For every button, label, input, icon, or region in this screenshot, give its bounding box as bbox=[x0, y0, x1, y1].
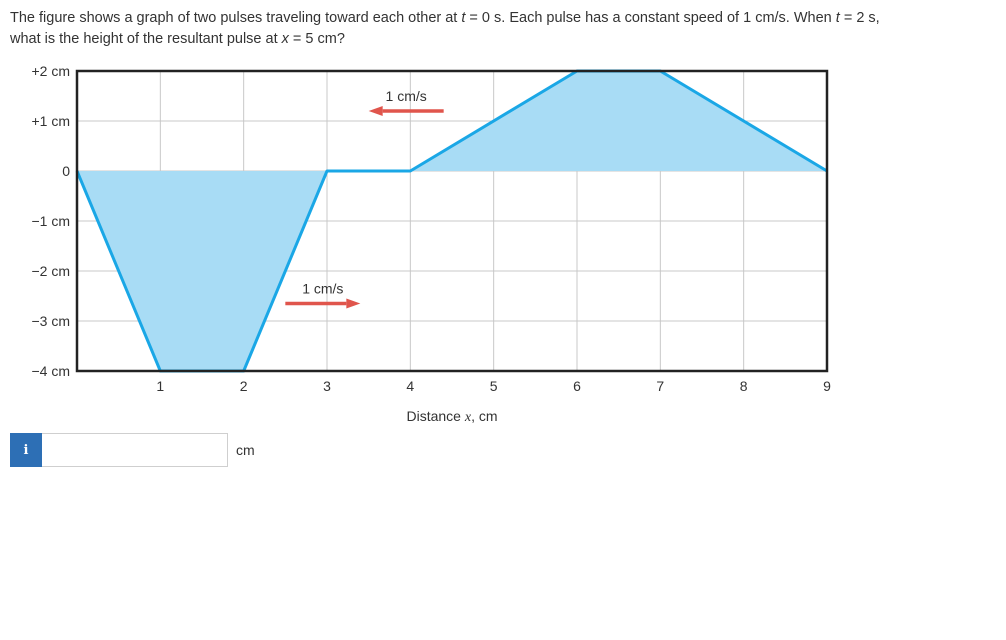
pulse-graph: +2 cm +1 cm 0 −1 cm −2 cm −3 cm −4 cm 1 2 3 4 5 6 7 8… bbox=[31, 63, 831, 425]
x-tick-label: 4 bbox=[406, 378, 414, 394]
info-icon[interactable]: i bbox=[10, 433, 42, 467]
answer-input[interactable] bbox=[42, 433, 228, 467]
y-tick-label: −4 cm bbox=[31, 363, 70, 379]
x-tick-label: 7 bbox=[656, 378, 664, 394]
pulse-area-fill bbox=[77, 71, 827, 371]
velocity-label: 1 cm/s bbox=[386, 88, 427, 104]
velocity-annotations: 1 cm/s 1 cm/s bbox=[285, 88, 444, 309]
plot-frame bbox=[75, 69, 829, 373]
y-tick-label: −1 cm bbox=[31, 213, 70, 229]
x-axis-labels: 1 2 3 4 5 6 7 8 9 bbox=[156, 378, 831, 394]
x-tick-label: 3 bbox=[323, 378, 331, 394]
y-tick-label: 0 bbox=[62, 163, 70, 179]
y-tick-label: +2 cm bbox=[31, 63, 70, 79]
x-tick-label: 1 bbox=[156, 378, 164, 394]
y-tick-label: −3 cm bbox=[31, 313, 70, 329]
x-tick-label: 6 bbox=[573, 378, 581, 394]
arrow-head-right-icon bbox=[346, 298, 361, 309]
y-axis-labels: +2 cm +1 cm 0 −1 cm −2 cm −3 cm −4 cm bbox=[31, 63, 70, 379]
x-tick-label: 5 bbox=[490, 378, 498, 394]
x-tick-label: 2 bbox=[240, 378, 248, 394]
x-tick-label: 8 bbox=[740, 378, 748, 394]
unit-label: cm bbox=[236, 442, 255, 458]
x-tick-label: 9 bbox=[823, 378, 831, 394]
velocity-label: 1 cm/s bbox=[302, 281, 343, 297]
question-text: The figure shows a graph of two pulses t… bbox=[10, 10, 880, 47]
arrow-head-left-icon bbox=[368, 106, 383, 116]
x-axis-title: Distance x, cm bbox=[406, 408, 497, 425]
y-tick-label: −2 cm bbox=[31, 263, 70, 279]
y-tick-label: +1 cm bbox=[31, 113, 70, 129]
